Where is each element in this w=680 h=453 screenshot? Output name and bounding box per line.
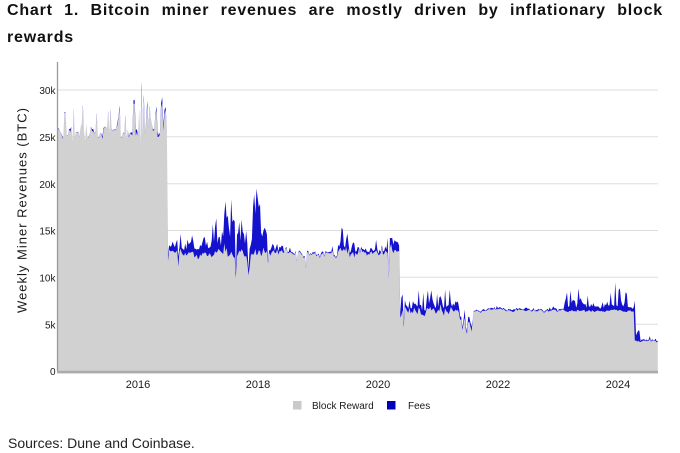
svg-text:30k: 30k — [39, 86, 56, 97]
svg-text:25k: 25k — [39, 133, 56, 144]
svg-text:0: 0 — [50, 367, 56, 378]
svg-text:Weekly Miner Revenues (BTC): Weekly Miner Revenues (BTC) — [15, 107, 30, 313]
svg-text:2016: 2016 — [126, 379, 150, 391]
svg-text:20k: 20k — [39, 180, 56, 191]
svg-text:Block Reward: Block Reward — [312, 401, 374, 412]
svg-text:15k: 15k — [39, 227, 56, 238]
svg-text:2022: 2022 — [486, 379, 510, 391]
svg-text:2018: 2018 — [246, 379, 270, 391]
svg-text:5k: 5k — [45, 320, 57, 331]
svg-text:2020: 2020 — [366, 379, 390, 391]
svg-text:2024: 2024 — [606, 379, 630, 391]
svg-text:Fees: Fees — [408, 401, 430, 412]
svg-text:10k: 10k — [39, 274, 56, 285]
